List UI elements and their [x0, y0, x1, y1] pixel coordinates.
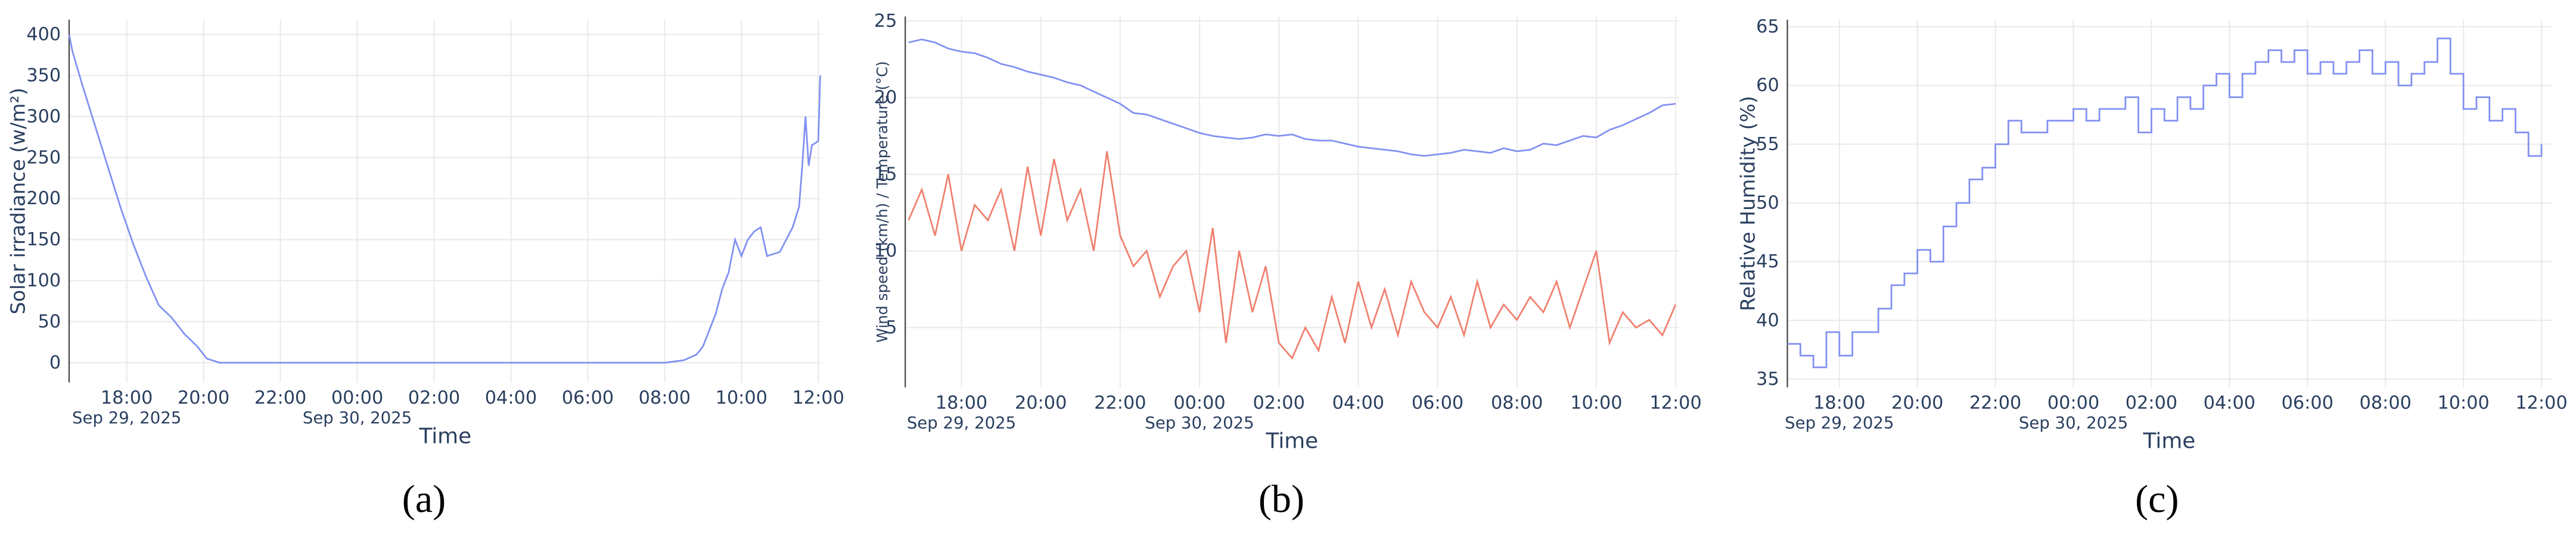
x-tick-label: 22:00	[1969, 392, 2021, 413]
series-line	[908, 38, 1676, 157]
series-line	[68, 34, 821, 364]
y-axis-title: Solar irradiance (w/m²)	[7, 88, 30, 314]
x-tick-label: 18:00	[1813, 392, 1865, 413]
x-tick-label: 00:00	[2047, 392, 2099, 413]
x-tick-label: 18:00	[936, 392, 987, 413]
y-tick-label: 15	[874, 164, 897, 185]
y-axis-title: Relative Humidity (%)	[1736, 96, 1759, 311]
x-tick-label: 12:00	[2515, 392, 2567, 413]
x-date-label: Sep 30, 2025	[303, 408, 412, 427]
y-tick-label: 250	[26, 147, 61, 168]
y-tick-label: 5	[885, 317, 897, 338]
x-date-label: Sep 29, 2025	[72, 408, 181, 427]
x-tick-label: 02:00	[408, 388, 460, 408]
y-tick-label: 400	[26, 24, 61, 45]
y-tick-label: 20	[874, 88, 897, 108]
y-tick-label: 40	[1756, 310, 1779, 331]
x-tick-label: 08:00	[1491, 392, 1543, 413]
x-tick-label: 10:00	[1570, 392, 1622, 413]
plot: 5 10 15 20 25 18:00 20:00 22:00 00:00 02:00 04:00 0…	[874, 11, 1702, 521]
x-axis-title: Time	[418, 424, 471, 448]
x-tick-label: 02:00	[1253, 392, 1305, 413]
x-date-label: Sep 29, 2025	[907, 414, 1016, 433]
x-tick-label: 22:00	[1094, 392, 1146, 413]
x-tick-label: 08:00	[2360, 392, 2412, 413]
y-tick-label: 0	[49, 352, 61, 373]
y-tick-label: 65	[1756, 17, 1779, 38]
x-tick-label: 04:00	[1332, 392, 1384, 413]
y-tick-label: 50	[38, 311, 61, 332]
x-tick-label: 12:00	[793, 388, 844, 408]
y-tick-label: 100	[26, 270, 61, 291]
x-tick-label: 20:00	[178, 388, 229, 408]
x-tick-label: 00:00	[1173, 392, 1225, 413]
x-tick-label: 04:00	[485, 388, 537, 408]
x-tick-label: 20:00	[1015, 392, 1067, 413]
x-tick-label: 22:00	[254, 388, 306, 408]
x-tick-label: 12:00	[1649, 392, 1701, 413]
x-date-label: Sep 29, 2025	[1785, 414, 1894, 433]
x-tick-label: 08:00	[639, 388, 691, 408]
x-tick-label: 10:00	[2437, 392, 2489, 413]
caption: (a)	[402, 477, 446, 521]
x-axis-title: Time	[1266, 429, 1319, 454]
x-axis-title: Time	[2143, 429, 2196, 454]
x-date-label: Sep 30, 2025	[2019, 414, 2128, 433]
y-tick-label: 300	[26, 106, 61, 127]
plot: 35 40 45 50 55 60 65 18:00 20:00 22:00 00:00 02:00 0…	[1736, 17, 2567, 522]
y-tick-label: 200	[26, 188, 61, 209]
x-tick-label: 06:00	[562, 388, 614, 408]
y-tick-label: 55	[1756, 134, 1779, 155]
y-tick-label: 10	[874, 241, 897, 261]
y-tick-label: 25	[874, 11, 897, 32]
x-tick-label: 00:00	[331, 388, 383, 408]
x-tick-label: 10:00	[716, 388, 767, 408]
x-tick-label: 20:00	[1891, 392, 1943, 413]
x-tick-label: 06:00	[2282, 392, 2333, 413]
x-tick-label: 02:00	[2126, 392, 2177, 413]
caption: (b)	[1259, 477, 1304, 521]
x-tick-label: 06:00	[1412, 392, 1463, 413]
y-tick-label: 35	[1756, 369, 1779, 389]
y-tick-label: 150	[26, 229, 61, 250]
series-line	[1787, 38, 2543, 369]
x-tick-label: 04:00	[2204, 392, 2255, 413]
series-line	[908, 151, 1677, 360]
y-tick-label: 50	[1756, 192, 1779, 213]
y-tick-label: 350	[26, 65, 61, 86]
y-tick-label: 45	[1756, 251, 1779, 272]
y-tick-label: 60	[1756, 75, 1779, 96]
y-axis-title: Wind speed (km/h) / Temperature (°C)	[874, 61, 891, 343]
caption: (c)	[2135, 477, 2179, 521]
plot: 0 50 100 150 200 250 300 350 400 18:00 20:00 22:00 0…	[7, 20, 844, 521]
x-tick-label: 18:00	[101, 388, 153, 408]
x-date-label: Sep 30, 2025	[1145, 414, 1254, 433]
